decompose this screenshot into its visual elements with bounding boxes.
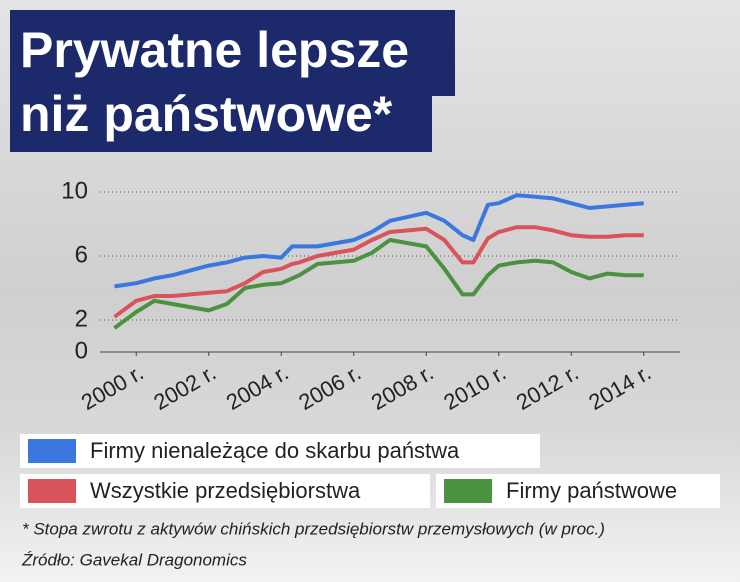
y-tick-label: 10 — [61, 177, 88, 204]
legend-label: Firmy nienależące do skarbu państwa — [90, 438, 460, 463]
y-tick-label: 6 — [75, 241, 88, 268]
legend-swatch — [28, 479, 76, 503]
legend-swatch — [444, 479, 492, 503]
chart-title: niż państwowe* — [20, 86, 393, 142]
y-tick-label: 0 — [75, 337, 88, 364]
legend-label: Wszystkie przedsiębiorstwa — [90, 478, 361, 503]
series-line — [114, 193, 644, 289]
source: Źródło: Gavekal Dragonomics — [21, 550, 247, 569]
title-box — [10, 96, 432, 152]
legend-swatch — [28, 439, 76, 463]
legend-box — [20, 474, 430, 508]
series-line — [113, 238, 644, 330]
series-line — [113, 225, 644, 319]
legend-box — [20, 434, 540, 468]
chart-title: Prywatne lepsze — [20, 22, 409, 78]
footnote: * Stopa zwrotu z aktywów chińskich przed… — [22, 519, 605, 538]
y-tick-label: 2 — [75, 305, 88, 332]
legend-label: Firmy państwowe — [506, 478, 677, 503]
title-box — [10, 10, 455, 96]
